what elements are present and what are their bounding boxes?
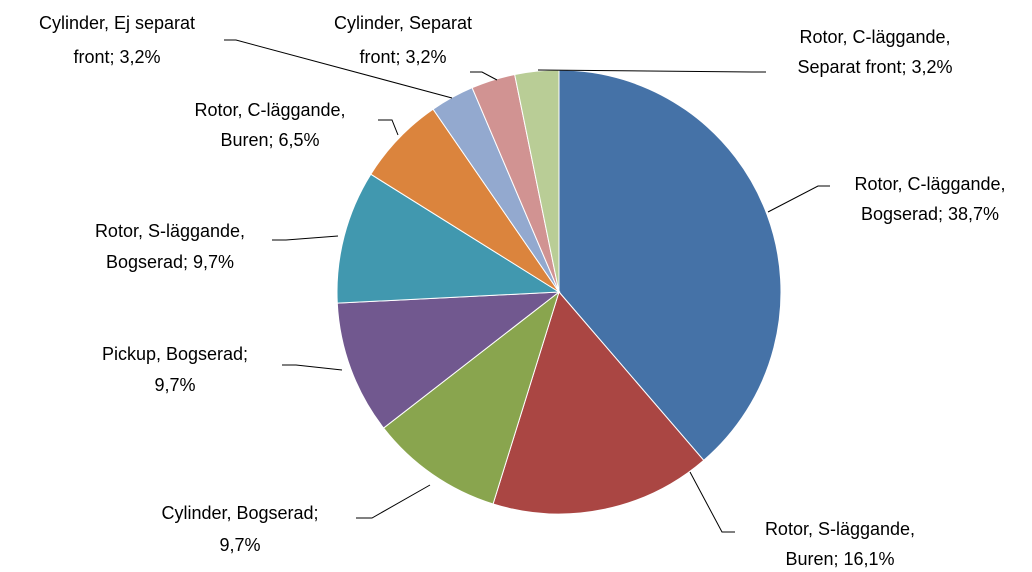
- data-label: Rotor, C-läggande,: [854, 174, 1005, 194]
- pie-slice: [558, 69, 782, 462]
- pie-slice: [382, 290, 560, 505]
- data-label: Separat front; 3,2%: [797, 57, 952, 77]
- leader-line: [378, 119, 399, 136]
- data-label: front; 3,2%: [73, 47, 160, 67]
- leader-line: [470, 71, 498, 81]
- data-label: Cylinder, Ej separat: [39, 13, 195, 33]
- data-label: Buren; 16,1%: [785, 549, 894, 569]
- pie-slice: [492, 290, 705, 515]
- data-label: front; 3,2%: [359, 47, 446, 67]
- pie-slice: [336, 173, 561, 304]
- data-label: 9,7%: [219, 535, 260, 555]
- leader-line: [537, 69, 766, 73]
- leader-line: [282, 364, 343, 371]
- leader-line: [272, 235, 339, 241]
- data-label: Cylinder, Separat: [334, 13, 472, 33]
- data-label: Rotor, C-läggande,: [194, 100, 345, 120]
- data-label: Bogserad; 9,7%: [106, 252, 234, 272]
- data-label: Bogserad; 38,7%: [861, 204, 999, 224]
- data-label: Rotor, S-läggande,: [765, 519, 915, 539]
- leader-line: [356, 484, 431, 519]
- data-label: Rotor, C-läggande,: [799, 27, 950, 47]
- data-label: Buren; 6,5%: [220, 130, 319, 150]
- leader-line: [767, 185, 830, 213]
- leader-line: [689, 471, 735, 533]
- data-label: Pickup, Bogserad;: [102, 344, 248, 364]
- data-label: 9,7%: [154, 375, 195, 395]
- data-label: Rotor, S-läggande,: [95, 221, 245, 241]
- pie-slice: [336, 291, 561, 429]
- leader-line: [224, 39, 453, 99]
- data-label: Cylinder, Bogserad;: [161, 503, 318, 523]
